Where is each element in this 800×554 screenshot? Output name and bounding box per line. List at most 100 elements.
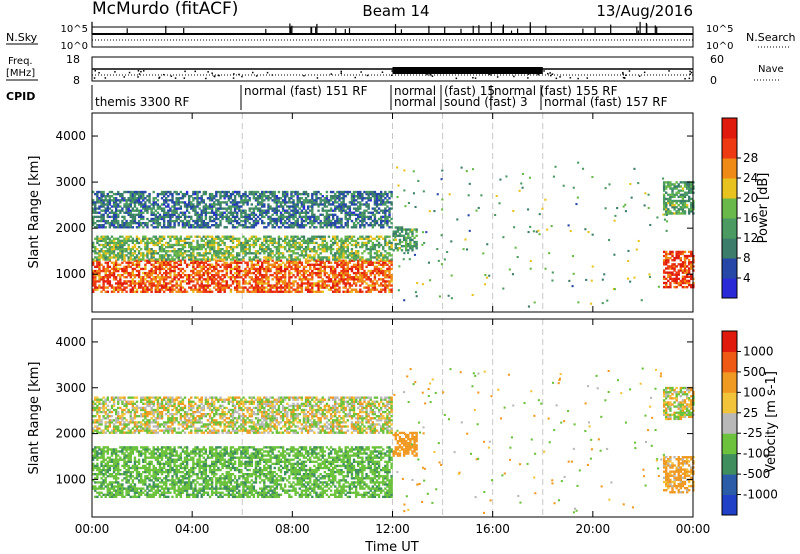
data-cell xyxy=(127,239,130,243)
data-cell xyxy=(342,274,345,277)
data-cell xyxy=(106,282,109,285)
data-cell xyxy=(156,224,160,227)
data-cell xyxy=(354,276,358,279)
data-cell xyxy=(219,256,222,259)
data-cell xyxy=(386,209,389,212)
data-cell xyxy=(96,219,99,223)
data-cell xyxy=(117,203,120,206)
data-cell xyxy=(219,258,222,261)
data-cell xyxy=(210,235,214,238)
data-cell xyxy=(662,275,666,278)
data-cell xyxy=(279,284,283,287)
data-cell xyxy=(375,261,379,264)
data-cell xyxy=(275,205,279,208)
data-cell xyxy=(231,245,235,249)
data-cell xyxy=(354,217,358,221)
data-cell xyxy=(135,235,139,238)
data-cell xyxy=(119,245,122,249)
data-cell xyxy=(275,217,279,221)
data-cell xyxy=(246,282,249,285)
data-cell xyxy=(133,197,137,200)
data-cell xyxy=(329,247,333,251)
data-cell xyxy=(396,234,400,237)
data-cell xyxy=(292,224,295,227)
data-cell xyxy=(96,280,99,283)
data-cell xyxy=(208,243,212,247)
data-cell xyxy=(311,263,314,266)
data-cell xyxy=(379,258,383,261)
data-cell xyxy=(384,190,387,194)
data-cell xyxy=(346,261,349,264)
data-cell xyxy=(152,203,155,206)
data-cell xyxy=(275,250,279,253)
data-cell xyxy=(331,217,335,221)
data-cell xyxy=(190,274,193,277)
frequency-point xyxy=(689,70,691,73)
data-cell xyxy=(121,254,124,257)
data-cell xyxy=(177,213,180,217)
data-cell xyxy=(306,274,310,277)
data-cell xyxy=(123,254,126,257)
data-cell xyxy=(179,259,183,262)
data-cell xyxy=(169,290,172,293)
data-cell xyxy=(352,235,356,238)
data-cell xyxy=(221,213,224,217)
data-cell xyxy=(165,284,168,287)
data-cell xyxy=(390,284,393,287)
data-cell xyxy=(375,201,379,204)
data-cell xyxy=(269,250,272,253)
data-cell xyxy=(229,209,233,212)
data-cell xyxy=(300,274,304,277)
data-cell xyxy=(390,207,393,210)
data-cell xyxy=(275,276,279,279)
data-cell xyxy=(119,211,122,214)
data-cell xyxy=(283,263,287,266)
data-cell xyxy=(148,247,151,251)
data-cell xyxy=(110,290,114,293)
data-cell xyxy=(357,269,360,273)
data-cell xyxy=(158,215,162,219)
data-cell xyxy=(198,274,201,277)
data-cell xyxy=(690,206,693,209)
data-cell xyxy=(369,245,372,249)
data-cell xyxy=(302,239,306,243)
data-cell xyxy=(119,199,122,202)
data-cell xyxy=(379,217,383,221)
data-cell xyxy=(338,254,341,257)
data-cell xyxy=(200,274,203,277)
data-cell xyxy=(334,237,337,240)
data-cell xyxy=(119,254,122,257)
data-cell xyxy=(190,278,193,281)
data-cell xyxy=(135,290,139,293)
data-cell xyxy=(104,271,107,275)
data-cell xyxy=(673,265,676,268)
data-cell xyxy=(187,201,191,204)
data-cell xyxy=(367,252,370,255)
data-cell xyxy=(261,201,264,204)
frequency-point xyxy=(488,73,490,75)
data-cell xyxy=(104,267,107,271)
data-cell xyxy=(235,215,239,219)
data-cell xyxy=(275,274,279,277)
data-cell xyxy=(106,221,109,225)
data-cell xyxy=(162,217,166,221)
data-cell xyxy=(196,243,199,247)
sparse-cell xyxy=(440,234,443,237)
data-cell xyxy=(231,280,235,283)
data-cell xyxy=(165,205,168,208)
data-cell xyxy=(200,269,203,273)
data-cell xyxy=(344,245,347,249)
data-cell xyxy=(415,244,418,248)
data-cell xyxy=(375,203,379,206)
data-cell xyxy=(108,245,112,249)
data-cell xyxy=(311,271,314,275)
data-cell xyxy=(94,252,97,255)
data-cell xyxy=(367,247,370,251)
data-cell xyxy=(334,221,337,225)
data-cell xyxy=(665,201,668,205)
data-cell xyxy=(327,203,331,206)
data-cell xyxy=(261,205,264,208)
data-cell xyxy=(194,211,197,214)
data-cell xyxy=(323,267,327,271)
data-cell xyxy=(152,259,155,262)
